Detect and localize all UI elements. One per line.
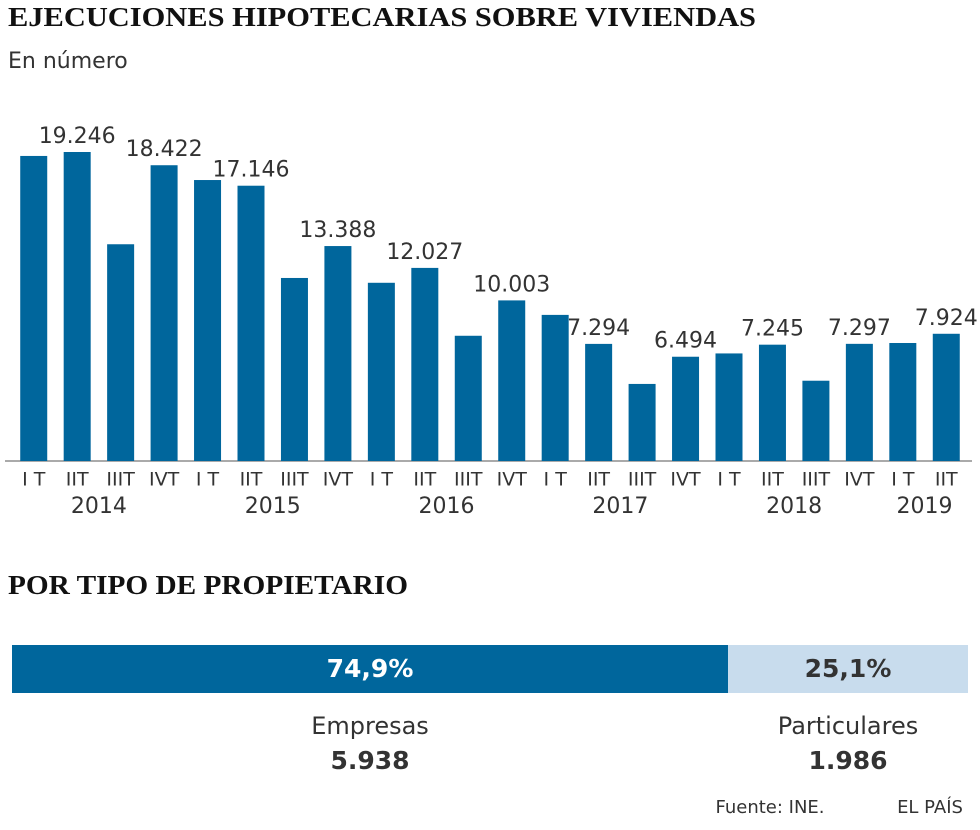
bar <box>20 155 48 462</box>
bar <box>367 282 395 461</box>
x-tick-label: IIT <box>935 469 958 491</box>
value-label: 10.003 <box>473 272 550 297</box>
x-tick-label: IVT <box>844 469 875 491</box>
x-tick-label: IIT <box>240 469 263 491</box>
year-label: 2018 <box>766 494 822 519</box>
section-title: POR TIPO DE PROPIETARIO <box>8 570 408 600</box>
x-tick-label: IIIT <box>280 469 309 491</box>
bar <box>107 244 135 461</box>
x-tick-label: IIT <box>413 469 436 491</box>
bar <box>280 277 308 461</box>
x-tick-label: I T <box>370 469 394 491</box>
x-tick-label: IVT <box>149 469 180 491</box>
bar <box>324 246 352 461</box>
x-tick-label: IVT <box>497 469 528 491</box>
source: Fuente: INE. <box>715 797 824 818</box>
bar <box>628 383 656 461</box>
x-tick-label: I T <box>717 469 741 491</box>
bar <box>845 343 873 461</box>
bar <box>498 300 526 461</box>
bar <box>672 356 700 461</box>
bar <box>194 180 222 461</box>
year-label: 2017 <box>592 494 648 519</box>
x-tick-label: IVT <box>670 469 701 491</box>
value-label: 12.027 <box>386 240 463 265</box>
year-label: 2014 <box>71 494 127 519</box>
x-tick-label: IIIT <box>628 469 657 491</box>
year-label: 2019 <box>897 494 953 519</box>
bar <box>411 267 439 461</box>
segment-label: 25,1% <box>805 654 892 683</box>
x-tick-label: IVT <box>323 469 354 491</box>
x-tick-label: IIT <box>66 469 89 491</box>
x-tick-label: IIIT <box>454 469 483 491</box>
value-label: 7.245 <box>741 317 804 342</box>
segment-label: 74,9% <box>327 654 414 683</box>
x-tick-label: IIIT <box>802 469 831 491</box>
x-tick-label: IIT <box>587 469 610 491</box>
brand: EL PAÍS <box>897 796 963 818</box>
legend-label: Particulares <box>778 712 918 740</box>
x-tick-label: IIIT <box>106 469 135 491</box>
count-label: 1.986 <box>808 746 887 775</box>
chart-subtitle: En número <box>8 49 128 74</box>
bar <box>237 185 265 461</box>
bar <box>889 342 917 461</box>
bar <box>932 333 960 461</box>
bar <box>758 344 786 461</box>
value-label: 7.297 <box>828 316 891 341</box>
bar <box>150 165 178 461</box>
x-tick-label: I T <box>891 469 915 491</box>
bar <box>454 335 482 461</box>
segment <box>728 645 968 693</box>
value-label: 6.494 <box>654 329 717 354</box>
x-tick-label: IIT <box>761 469 784 491</box>
bar <box>715 353 743 461</box>
bar <box>585 343 613 461</box>
year-label: 2015 <box>245 494 301 519</box>
value-label: 7.924 <box>915 306 978 331</box>
chart-title: EJECUCIONES HIPOTECARIAS SOBRE VIVIENDAS <box>8 2 756 32</box>
x-tick-label: I T <box>22 469 46 491</box>
value-label: 13.388 <box>299 218 376 243</box>
value-label: 17.146 <box>213 158 290 183</box>
value-label: 7.294 <box>567 316 630 341</box>
x-tick-label: I T <box>544 469 568 491</box>
bar <box>541 314 569 461</box>
bar <box>802 380 830 461</box>
value-label: 18.422 <box>126 137 203 162</box>
value-label: 19.246 <box>39 124 116 149</box>
x-tick-label: I T <box>196 469 220 491</box>
count-label: 5.938 <box>330 746 409 775</box>
legend-label: Empresas <box>311 712 429 740</box>
segment <box>12 645 729 693</box>
bar <box>63 152 91 461</box>
year-label: 2016 <box>419 494 475 519</box>
